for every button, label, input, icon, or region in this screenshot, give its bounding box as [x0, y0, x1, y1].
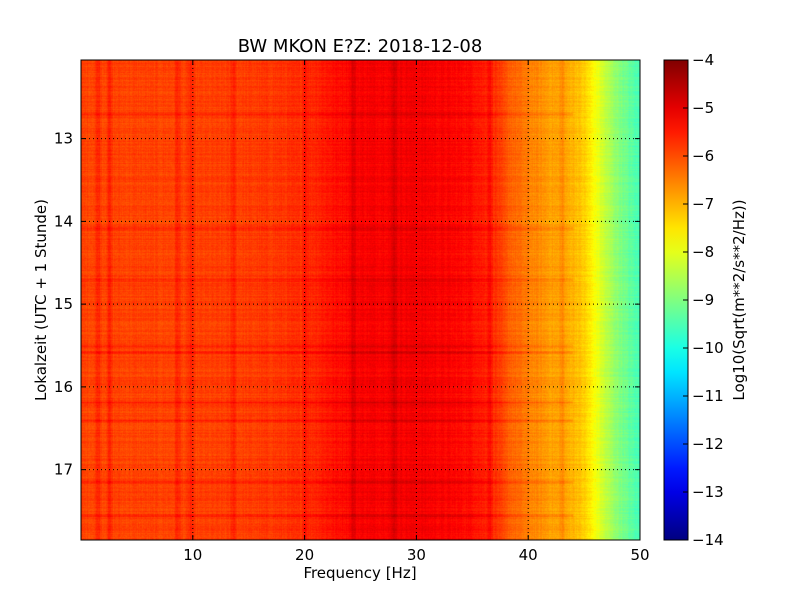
y-tick-label: 16 [54, 378, 73, 396]
colorbar-tick-label: −5 [692, 99, 714, 117]
colorbar-tick-label: −14 [692, 531, 724, 549]
colorbar-tick-label: −13 [692, 483, 724, 501]
y-tick-label: 13 [54, 130, 73, 148]
y-axis-label: Lokalzeit (UTC + 1 Stunde) [32, 199, 50, 401]
colorbar-tick-label: −4 [692, 51, 714, 69]
plot-frame [80, 59, 641, 541]
grid-lines [81, 60, 640, 540]
spectrogram-heatmap [81, 60, 640, 540]
y-tick-label: 17 [54, 461, 73, 479]
colorbar-label: Log10(Sqrt(m**2/s**2/Hz)) [730, 199, 748, 400]
chart-title: BW MKON E?Z: 2018-12-08 [238, 36, 483, 57]
colorbar: −4 −5 −6 −7 −8 −9 −10 −11 −12 −13 −14 Log10(Sqrt(m… [663, 51, 748, 549]
x-axis-ticks: 10 20 30 40 50 [183, 60, 650, 564]
x-tick-label: 30 [407, 546, 426, 564]
x-axis-label: Frequency [Hz] [303, 564, 416, 582]
colorbar-tick-label: −11 [692, 387, 724, 405]
colorbar-tick-label: −10 [692, 339, 724, 357]
colorbar-tick-label: −12 [692, 435, 724, 453]
colorbar-tick-label: −7 [692, 195, 714, 213]
colorbar-tick-label: −6 [692, 147, 714, 165]
x-tick-label: 40 [519, 546, 538, 564]
x-tick-label: 10 [183, 546, 202, 564]
y-tick-label: 15 [54, 295, 73, 313]
colorbar-ticks: −4 −5 −6 −7 −8 −9 −10 −11 −12 −13 −14 [683, 51, 724, 549]
colorbar-tick-label: −8 [692, 243, 714, 261]
plot-area: 10 20 30 40 50 13 14 15 16 17 [54, 59, 650, 564]
x-tick-label: 20 [295, 546, 314, 564]
y-tick-label: 14 [54, 212, 73, 230]
x-tick-label: 50 [630, 546, 649, 564]
colorbar-tick-label: −9 [692, 291, 714, 309]
y-axis-ticks: 13 14 15 16 17 [54, 130, 640, 479]
